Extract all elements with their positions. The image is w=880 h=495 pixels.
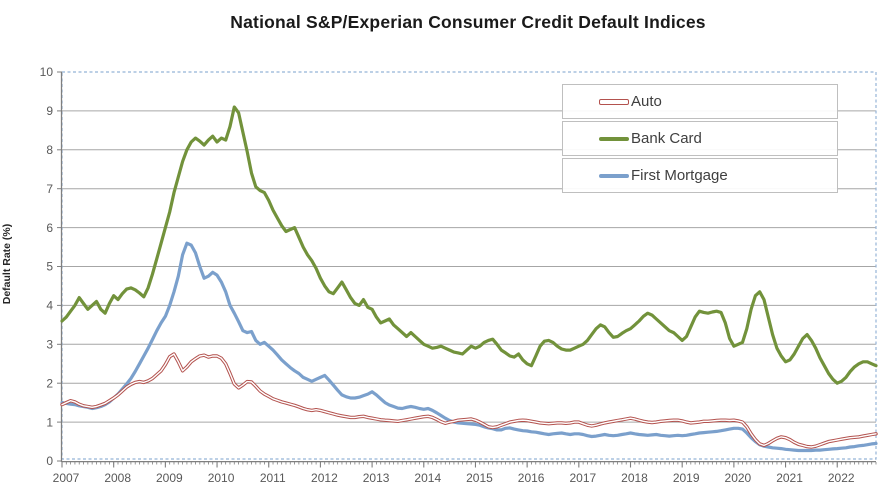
y-tick-label-0: 0	[46, 454, 53, 468]
legend-label-auto: Auto	[631, 93, 662, 110]
x-tick-label-2007: 2007	[53, 471, 80, 485]
x-tick-label-2014: 2014	[414, 471, 441, 485]
series-line-bank-card	[60, 105, 878, 385]
series-line-auto	[60, 352, 878, 449]
x-tick-label-2015: 2015	[466, 471, 493, 485]
legend-item-first-mortgage: First Mortgage	[562, 158, 838, 193]
y-tick-label-10: 10	[40, 65, 54, 79]
x-tick-label-2020: 2020	[725, 471, 752, 485]
x-tick-label-2009: 2009	[156, 471, 183, 485]
x-tick-label-2017: 2017	[569, 471, 596, 485]
y-tick-label-2: 2	[46, 376, 53, 390]
x-tick-label-2018: 2018	[621, 471, 648, 485]
first-mortgage-line-swatch-icon	[599, 173, 629, 178]
auto-line-swatch-icon	[599, 98, 629, 105]
y-tick-label-4: 4	[46, 299, 53, 313]
y-tick-label-7: 7	[46, 182, 53, 196]
y-tick-label-9: 9	[46, 104, 53, 118]
y-tick-label-6: 6	[46, 221, 53, 235]
bank-card-line-swatch-icon	[599, 136, 629, 141]
x-tick-label-2008: 2008	[104, 471, 131, 485]
y-tick-label-3: 3	[46, 338, 53, 352]
y-tick-label-1: 1	[46, 415, 53, 429]
x-tick-label-2019: 2019	[673, 471, 700, 485]
series-line-auto-inner-highlight	[61, 353, 877, 448]
x-tick-label-2022: 2022	[828, 471, 855, 485]
series-line-first-mortgage	[60, 241, 878, 453]
chart-title: National S&P/Experian Consumer Credit De…	[230, 12, 706, 32]
x-tick-label-2016: 2016	[518, 471, 545, 485]
x-tick-label-2011: 2011	[260, 471, 286, 485]
y-tick-label-5: 5	[46, 260, 53, 274]
x-tick-label-2012: 2012	[311, 471, 338, 485]
y-tick-label-8: 8	[46, 143, 53, 157]
legend-label-bank-card: Bank Card	[631, 130, 702, 147]
x-tick-label-2021: 2021	[776, 471, 803, 485]
x-tick-label-2010: 2010	[208, 471, 235, 485]
legend: Auto Bank Card First Mortgage	[562, 84, 838, 195]
legend-item-auto: Auto	[562, 84, 838, 119]
legend-label-first-mortgage: First Mortgage	[631, 167, 728, 184]
x-tick-label-2013: 2013	[363, 471, 390, 485]
legend-item-bank-card: Bank Card	[562, 121, 838, 156]
